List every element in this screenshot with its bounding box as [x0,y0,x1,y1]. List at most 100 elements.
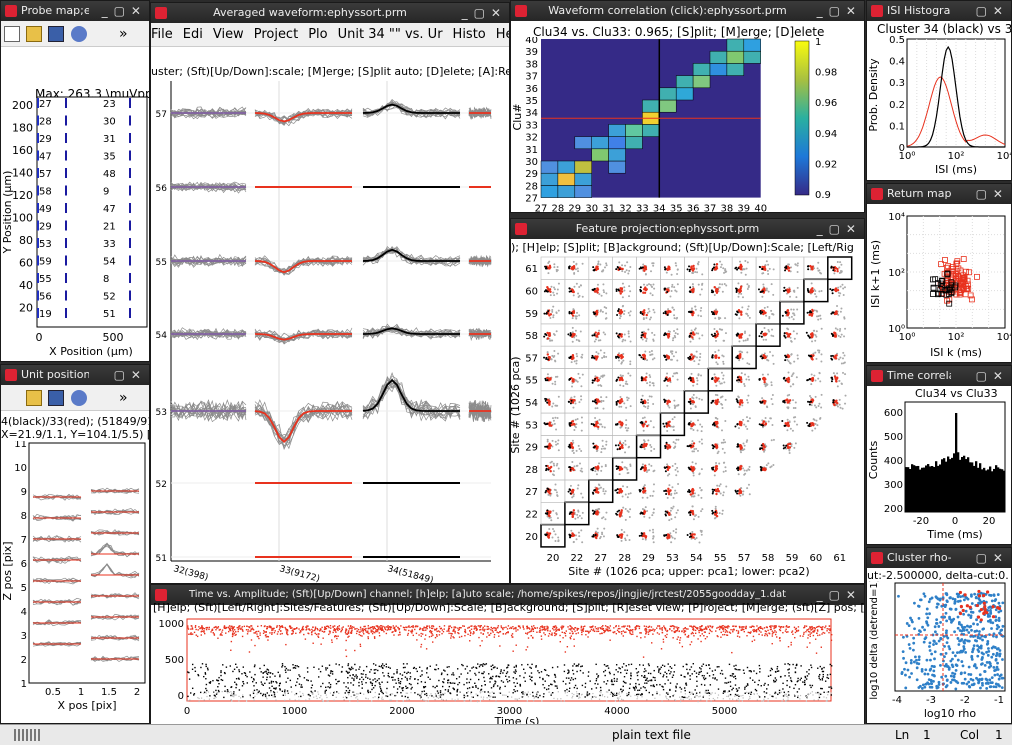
cluster-34-point [710,401,713,404]
y-tick-label: 0.5 [889,35,905,46]
waveform-correlation-titlebar[interactable]: Waveform correlation (click):ephyssort.p… [511,1,864,21]
background-point [815,419,818,422]
menu-item-5[interactable]: Unit 34 "" vs. Ur [337,27,443,42]
background-point [818,351,821,354]
background-point [793,420,796,423]
cluster-rho-titlebar[interactable]: Cluster rho-d▢✕ [867,548,1011,568]
background-point [748,493,751,496]
background-point [651,494,654,497]
window-controls[interactable]: _▢✕ [816,222,862,236]
window-controls[interactable]: ▢✕ [975,369,1009,383]
background-point [605,312,608,315]
background-point [841,407,844,410]
background-point [790,308,793,311]
background-point [767,420,770,423]
brush-icon[interactable] [71,390,87,406]
cluster-34-point [591,400,594,403]
spike-trace [170,256,247,267]
cluster-34-point [567,490,570,493]
window-controls[interactable]: _▢✕ [101,4,147,18]
more-icon[interactable]: » [119,26,128,42]
heatmap-cell [675,75,694,89]
background-point [627,330,630,333]
save-icon[interactable] [48,390,64,406]
time-amplitude-titlebar[interactable]: Time vs. Amplitude; (Sft)[Up/Down] chann… [151,585,864,605]
more-icon[interactable]: » [119,390,128,406]
background-point [626,261,629,264]
menu-item-6[interactable]: Histo [452,27,486,42]
background-point [668,330,671,333]
cluster-34-point [688,536,691,539]
background-point [573,285,576,288]
return-map-axes[interactable]: 10⁴10²10⁰10⁰10²10⁴ISI k (ms)ISI k+1 (ms) [867,204,1011,362]
window-controls[interactable]: ▢✕ [975,551,1009,565]
window-controls[interactable]: _▢✕ [461,6,507,20]
background-point [840,263,843,266]
background-point [791,429,794,432]
cluster-34-point [759,266,762,269]
isi-histogram-titlebar[interactable]: ISI Histogra ▢✕ [867,1,1011,21]
window-controls[interactable]: _▢✕ [816,588,862,602]
background-point [619,426,622,429]
brush-icon[interactable] [71,26,87,42]
cluster-34-point [362,673,364,675]
background-point [618,359,621,362]
cluster-34-point [545,464,548,467]
window-controls[interactable]: _▢✕ [816,4,862,18]
open-folder-icon[interactable] [26,26,42,42]
rho-point [995,665,999,669]
return-point-33 [938,261,944,268]
cluster-34-point [592,423,595,426]
correlation-heatmap[interactable]: 2727282829293030313132323333343435353636… [511,37,864,212]
averaged-waveform-titlebar[interactable]: Averaged waveform:ephyssort.prm _▢✕ [151,3,509,23]
background-point [573,336,576,339]
cluster-34-point [760,444,763,447]
rho-point [994,685,998,689]
cluster-center-point [958,590,963,595]
probe-map-plot[interactable]: Max: 263.3 \muVpp 200 180 160 140 120 100 80 60… [1,47,149,361]
open-folder-icon[interactable] [26,390,42,406]
background-point [724,441,727,444]
background-point [577,484,580,487]
background-point [671,352,674,355]
menu-item-1[interactable]: Edi [182,27,203,42]
feature-projection-titlebar[interactable]: Feature projection:ephyssort.prm _▢✕ [511,219,864,239]
probe-map-titlebar[interactable]: Probe map;e _▢✕ [1,1,149,21]
cluster-34-point [586,693,588,695]
time-correlation-titlebar[interactable]: Time correla ▢✕ [867,366,1011,386]
histogram-bar [933,466,936,512]
new-file-icon[interactable] [4,26,20,42]
return-map-titlebar[interactable]: Return map: ▢✕ [867,184,1011,204]
feature-projection-axes[interactable]: 2020222227272828292953535454555557575858… [511,255,864,583]
menu-item-4[interactable]: Plo [308,27,328,42]
cluster-34-point [735,287,738,290]
menu-item-7[interactable]: Help [495,27,509,42]
cluster-34-point [664,268,667,271]
window-controls[interactable]: ▢✕ [113,368,147,382]
background-point [671,464,674,467]
background-point [813,309,816,312]
menu-item-3[interactable]: Project [253,27,299,42]
window-controls[interactable]: ▢✕ [975,4,1009,18]
cluster-33-point [644,400,647,403]
background-point [724,271,727,274]
background-point [747,305,750,308]
background-point [692,474,695,477]
rho-point [932,669,936,673]
matlab-icon [515,223,527,235]
menu-item-0[interactable]: File [151,27,173,42]
background-point [581,511,584,514]
rho-point [956,637,960,640]
background-point [833,272,836,275]
isi-histogram-axes[interactable]: 0.50.40.30.20.1010⁰10²10⁴ISI (ms)Prob. D… [867,35,1011,180]
menu-item-2[interactable]: View [212,27,244,42]
background-point [771,354,774,357]
window-controls[interactable]: ▢✕ [975,187,1009,201]
save-icon[interactable] [48,26,64,42]
unit-position-titlebar[interactable]: Unit position ▢✕ [1,365,149,385]
